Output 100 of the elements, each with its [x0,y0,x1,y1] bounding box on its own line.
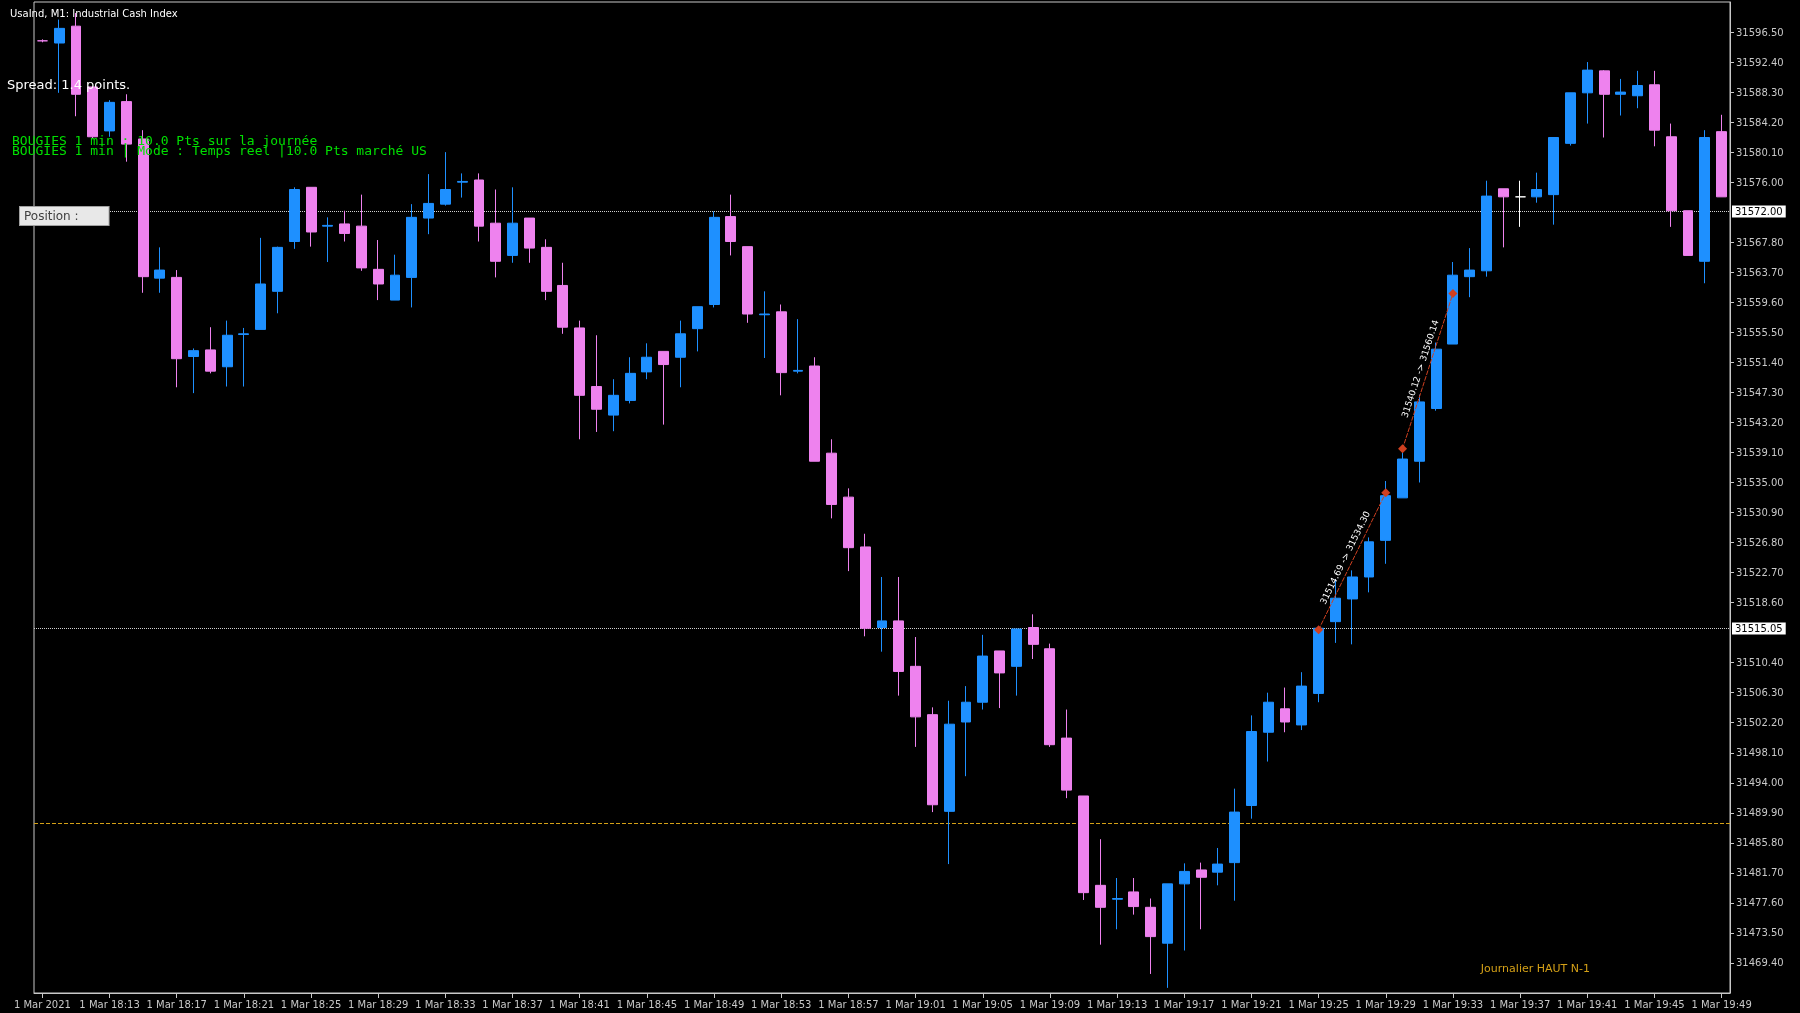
candlestick [692,306,703,352]
y-tick-label: 31551.40 [1736,356,1784,368]
candlestick [1229,788,1240,902]
candlestick [1011,628,1022,697]
candlestick [1095,838,1106,946]
candlestick [860,533,871,637]
x-tick-label: 1 Mar 18:33 [415,998,476,1010]
y-tick-label: 31596.50 [1736,26,1784,38]
candlestick [457,172,468,199]
candlestick [759,290,770,359]
y-tick-label: 31592.40 [1736,56,1784,68]
y-tick-label: 31518.60 [1736,597,1784,609]
candlestick [1246,714,1257,820]
candlestick [1515,180,1526,228]
text: UsaInd, M1: Industrial Cash Index [10,7,178,19]
y-tick-label: 31543.20 [1736,416,1784,428]
candlestick [222,320,233,388]
candlestick [1263,692,1274,763]
candlestick [826,438,837,519]
candlestick [742,246,753,324]
candlestick [1044,643,1055,748]
candlestick [1599,69,1610,138]
y-tick-label: 31580.10 [1736,146,1784,158]
candlestick [272,246,283,314]
candlestick [474,172,484,243]
x-tick-label: 1 Mar 19:17 [1154,998,1215,1010]
x-tick-label: 1 Mar 18:17 [146,998,207,1010]
point [1398,444,1408,454]
y-tick-label: 31498.10 [1736,747,1784,759]
y-tick-label: 31584.20 [1736,116,1784,128]
y-tick-label: 31535.00 [1736,476,1784,488]
candlestick [171,269,182,388]
candlestick [423,173,434,235]
candlestick [1347,569,1358,645]
candlestick [1128,877,1139,916]
x-tick-label: 1 Mar 18:13 [79,998,140,1010]
candlestick [121,93,132,163]
candlestick [205,326,216,374]
candlestick [255,237,266,330]
candlestick [373,239,384,301]
candlestick [1212,847,1223,886]
candlestick [289,186,300,250]
y-tick-label: 31588.30 [1736,86,1784,98]
candlestick [154,246,165,294]
candlestick [541,238,552,301]
x-tick-label: 1 Mar 19:09 [1019,998,1081,1010]
candlestick [1548,137,1559,226]
x-tick-label: 1 Mar 18:29 [348,998,409,1010]
candlestick [1296,671,1307,731]
x-tick-label: 1 Mar 19:01 [885,998,946,1010]
y-tick-label: 31485.80 [1736,837,1784,849]
x-tick-label: 1 Mar 2021 [13,998,71,1010]
x-tick-label: 1 Mar 19:05 [952,998,1013,1010]
candlestick [1078,795,1089,901]
y-tick-label: 31494.00 [1736,777,1784,789]
point [1381,488,1391,498]
candlestick [877,576,887,653]
candlestick [1028,613,1039,660]
candlestick [1615,78,1626,117]
candlestick [188,347,199,394]
candlestick [1582,61,1593,125]
candlestick [1112,877,1123,930]
annotation: Spread: 1.4 points. [7,77,131,92]
x-tick-label: 1 Mar 18:41 [549,998,610,1010]
candlestick [37,38,48,43]
x-tick-label: 1 Mar 19:49 [1691,998,1752,1010]
candlestick [1464,247,1475,298]
candlestick [306,186,317,248]
y-tick-label: 31547.30 [1736,386,1784,398]
candlestick [339,210,350,243]
candlestick [709,210,720,308]
y-tick-label: 31567.80 [1736,236,1784,248]
candlestick [1699,129,1710,284]
candlestick [641,342,652,380]
x-tick-label: 1 Mar 18:57 [818,998,879,1010]
candlestick [390,254,400,301]
y-tick-label: 31563.70 [1736,266,1784,278]
candlestick [322,216,333,263]
y-tick-label: 31489.90 [1736,807,1784,819]
candlestick [927,706,938,813]
y-tick-label: 31539.10 [1736,446,1784,458]
y-tick-label: 31506.30 [1736,687,1784,699]
candlestick [658,350,669,426]
y-tick-label: 31473.50 [1736,927,1784,939]
candlestick [961,685,971,777]
candlestick [675,320,686,388]
candlestick [1565,92,1576,147]
x-tick-label: 1 Mar 18:53 [751,998,812,1010]
candlestick [1196,862,1207,930]
candlestick [893,576,904,697]
y-tick-label: 31555.50 [1736,326,1784,338]
y-tick-label: 31530.90 [1736,507,1784,519]
candlestick [1061,709,1072,799]
candlestick [1162,883,1173,989]
x-tick-label: 1 Mar 18:37 [482,998,543,1010]
candlestick [994,650,1005,709]
x-tick-label: 1 Mar 18:45 [616,998,678,1010]
x-tick-label: 1 Mar 19:37 [1489,998,1551,1010]
y-tick-label: 31510.40 [1736,657,1784,669]
annotation: Position : [24,209,79,223]
